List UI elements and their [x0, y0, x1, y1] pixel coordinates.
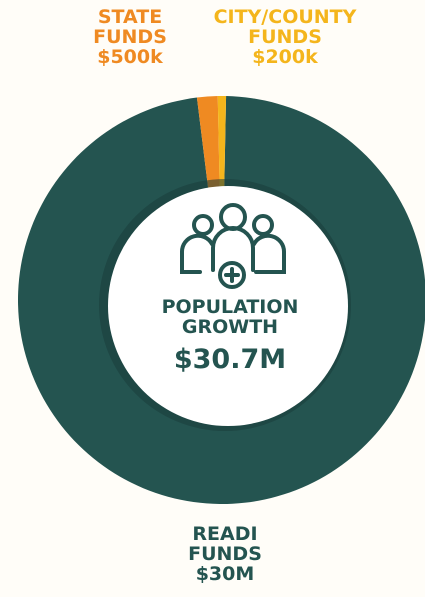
- center-value: $30.7M: [173, 344, 287, 375]
- donut-slice: [217, 96, 227, 191]
- value-label: $500k: [97, 45, 163, 68]
- donut-slice: [196, 96, 220, 191]
- value-label: $30M: [195, 562, 255, 585]
- category-label: STATE FUNDS: [93, 6, 167, 48]
- slice-label: READI FUNDS $30M: [180, 523, 270, 585]
- slices: [18, 96, 425, 504]
- center-disc: [108, 186, 348, 426]
- category-label: READI FUNDS: [188, 523, 262, 565]
- value-label: $200k: [252, 45, 318, 68]
- slice-label: CITY/COUNTY FUNDS $200k: [205, 6, 365, 68]
- category-label: CITY/COUNTY FUNDS: [213, 6, 357, 48]
- donut-slice: [18, 96, 425, 504]
- people-icon: [179, 203, 287, 289]
- slice-label: STATE FUNDS $500k: [75, 6, 185, 68]
- center-title: POPULATION GROWTH: [161, 296, 299, 338]
